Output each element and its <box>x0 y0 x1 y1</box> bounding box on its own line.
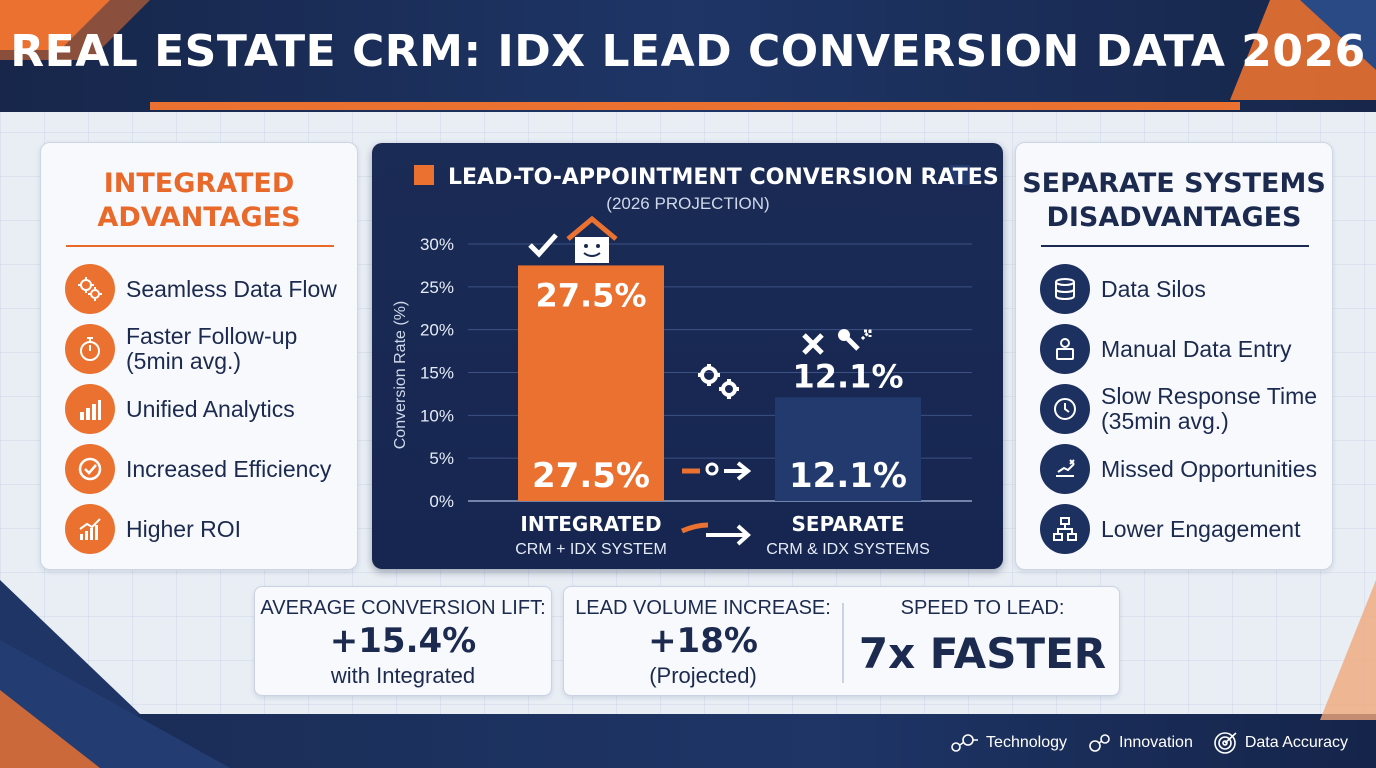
tag-label: Technology <box>986 734 1067 751</box>
separate-disadvantages-card: SEPARATE SYSTEMS DISADVANTAGES Data Silo… <box>1015 142 1333 570</box>
missed-target-icon <box>1040 444 1090 494</box>
integrated-advantages-card: INTEGRATED ADVANTAGES Seamless Data Flow… <box>40 142 358 570</box>
y-tick-label: 15% <box>420 364 454 383</box>
stat-speed-to-lead: SPEED TO LEAD: 7x FASTER <box>844 587 1121 697</box>
category-sublabel: CRM & IDX SYSTEMS <box>766 541 930 558</box>
disadvantage-label: Data Silos <box>1101 275 1206 302</box>
house-icon <box>566 215 618 263</box>
innovation-icon <box>1089 734 1110 752</box>
corner-decoration-left <box>0 580 230 768</box>
arrow-icon <box>681 522 751 546</box>
disadvantage-label: Slow Response Time (35min avg.) <box>1101 383 1318 434</box>
y-axis-label: Conversion Rate (%) <box>392 301 409 450</box>
separate-disadvantages-title: SEPARATE SYSTEMS DISADVANTAGES <box>1022 168 1326 233</box>
y-tick-label: 25% <box>420 278 454 297</box>
arrow-gear-icon <box>682 461 752 481</box>
data-label-top: 12.1% <box>792 357 903 395</box>
header-decoration <box>0 0 1376 100</box>
stat-lead-volume: LEAD VOLUME INCREASE: +18% (Projected) <box>564 587 842 697</box>
gears-icon <box>698 364 739 399</box>
advantage-label: Increased Efficiency <box>126 455 332 482</box>
stat-divider <box>842 603 844 683</box>
stat-label: SPEED TO LEAD: <box>900 597 1065 619</box>
tag-label: Data Accuracy <box>1244 734 1348 751</box>
advantage-label: Unified Analytics <box>126 395 295 422</box>
growth-chart-icon <box>65 504 115 554</box>
footer-banner <box>0 714 1376 768</box>
chart-subtitle: (2026 PROJECTION) <box>606 194 769 213</box>
legend-swatch-integrated <box>414 165 434 185</box>
stat-label: AVERAGE CONVERSION LIFT: <box>260 597 546 619</box>
disadvantage-label: Manual Data Entry <box>1101 335 1292 362</box>
advantage-item: Seamless Data Flow <box>65 263 355 315</box>
category-sublabel: CRM + IDX SYSTEM <box>515 541 667 558</box>
tag-innovation: Innovation <box>1087 732 1193 754</box>
disadvantage-item: Slow Response Time (35min avg.) <box>1040 383 1330 435</box>
conversion-chart-panel: LEAD-TO-APPOINTMENT CONVERSION RATES (20… <box>372 143 1003 569</box>
stat-sub: (Projected) <box>649 663 757 688</box>
page-title: REAL ESTATE CRM: IDX LEAD CONVERSION DAT… <box>10 26 1366 77</box>
checkmark-icon <box>528 233 558 258</box>
bar-separate <box>775 397 921 501</box>
stat-group: LEAD VOLUME INCREASE: +18% (Projected) S… <box>563 586 1120 696</box>
advantage-item: Unified Analytics <box>65 383 355 435</box>
data-label-bottom: 12.1% <box>789 456 907 496</box>
cross-icon <box>802 333 824 355</box>
chart-title: LEAD-TO-APPOINTMENT CONVERSION RATES <box>448 165 999 190</box>
person-computer-icon <box>1040 324 1090 374</box>
corner-decoration-right <box>1320 580 1376 720</box>
disadvantage-item: Manual Data Entry <box>1040 323 1330 375</box>
y-tick-label: 20% <box>420 321 454 340</box>
advantage-item: Higher ROI <box>65 503 355 555</box>
advantage-label: Faster Follow-up (5min avg.) <box>126 323 298 374</box>
clock-icon <box>1040 384 1090 434</box>
technology-icon <box>951 734 979 752</box>
tag-data-accuracy: Data Accuracy <box>1213 731 1348 755</box>
legend-swatch-separate <box>950 165 970 185</box>
disadvantage-label: Missed Opportunities <box>1101 455 1318 482</box>
stat-sub: with Integrated <box>330 663 476 688</box>
database-icon <box>1040 264 1090 314</box>
advantage-label: Seamless Data Flow <box>126 275 337 302</box>
stat-value: 7x FASTER <box>858 629 1107 678</box>
header-accent-stripe <box>150 102 1240 110</box>
header-banner <box>0 0 1376 112</box>
stat-conversion-lift: AVERAGE CONVERSION LIFT: +15.4% with Int… <box>254 586 552 696</box>
conversion-chart: LEAD-TO-APPOINTMENT CONVERSION RATES (20… <box>392 165 999 558</box>
target-icon <box>1214 732 1237 754</box>
category-label: INTEGRATED <box>520 512 661 536</box>
category-label: SEPARATE <box>792 512 905 536</box>
disadvantage-item: Missed Opportunities <box>1040 443 1330 495</box>
y-tick-label: 5% <box>429 449 454 468</box>
y-tick-label: 0% <box>429 492 454 511</box>
integrated-advantages-title: INTEGRATED ADVANTAGES <box>97 168 301 233</box>
gears-icon <box>65 264 115 314</box>
disadvantage-label: Lower Engagement <box>1101 515 1301 542</box>
network-icon <box>1040 504 1090 554</box>
wrench-arrow-icon <box>838 329 872 351</box>
stat-label: LEAD VOLUME INCREASE: <box>575 597 831 619</box>
disadvantage-item: Lower Engagement <box>1040 503 1330 555</box>
advantage-label: Higher ROI <box>126 515 242 542</box>
y-tick-label: 10% <box>420 406 454 425</box>
stopwatch-icon <box>65 324 115 374</box>
title-divider <box>1041 245 1309 247</box>
title-divider <box>66 245 334 247</box>
check-icon <box>65 444 115 494</box>
footer-tags: Technology Innovation Data Accuracy <box>950 730 1348 756</box>
tag-label: Innovation <box>1119 734 1193 751</box>
tag-technology: Technology <box>950 732 1067 754</box>
advantage-item: Increased Efficiency <box>65 443 355 495</box>
data-label-top: 27.5% <box>535 276 646 314</box>
bar-integrated <box>518 265 664 501</box>
advantage-item: Faster Follow-up (5min avg.) <box>65 323 355 375</box>
y-tick-label: 30% <box>420 235 454 254</box>
disadvantage-item: Data Silos <box>1040 263 1330 315</box>
stat-value: +18% <box>648 621 758 661</box>
data-label-bottom: 27.5% <box>532 456 650 496</box>
bar-chart-icon <box>65 384 115 434</box>
stat-value: +15.4% <box>329 621 477 661</box>
